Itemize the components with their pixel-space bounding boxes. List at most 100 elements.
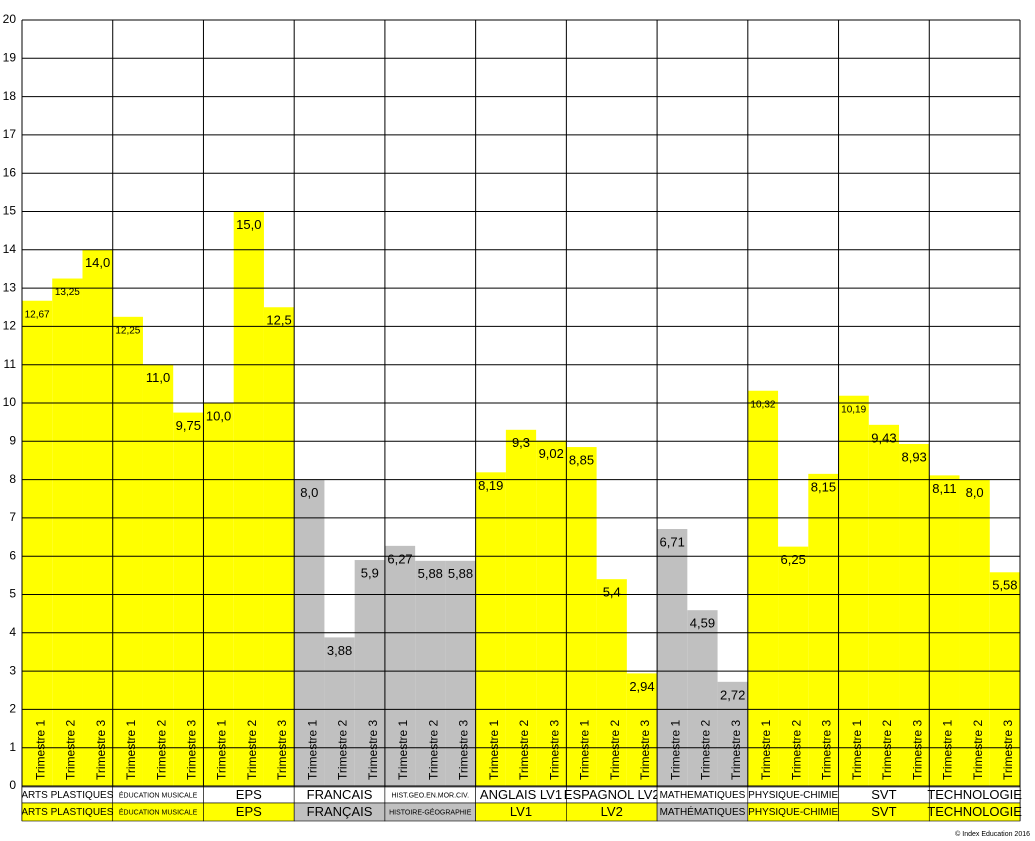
value-label: 3,88	[327, 643, 352, 658]
category-label: Trimestre 1	[305, 719, 319, 780]
y-tick-label: 0	[9, 778, 16, 792]
y-tick-label: 17	[3, 127, 17, 141]
category-label: Trimestre 2	[789, 719, 803, 780]
subject-sublabel: MATHÉMATIQUES	[660, 805, 746, 818]
y-tick-label: 13	[3, 280, 17, 294]
subject-sublabel: LV1	[510, 804, 532, 819]
value-label: 14,0	[85, 255, 110, 270]
category-label: Trimestre 1	[396, 719, 410, 780]
value-label: 2,94	[629, 679, 654, 694]
category-label: Trimestre 3	[275, 719, 289, 780]
category-label: Trimestre 3	[185, 719, 199, 780]
bar	[52, 278, 83, 786]
category-label: Trimestre 2	[426, 719, 440, 780]
value-label: 9,75	[176, 418, 201, 433]
value-label: 12,5	[266, 313, 291, 328]
value-label: 6,27	[387, 551, 412, 566]
category-label: Trimestre 2	[608, 719, 622, 780]
category-label: Trimestre 2	[699, 719, 713, 780]
y-tick-label: 1	[9, 740, 16, 754]
subject-sublabel: HISTOIRE-GÉOGRAPHIE	[389, 807, 472, 816]
value-label: 8,15	[811, 479, 836, 494]
y-tick-label: 16	[3, 165, 17, 179]
category-label: Trimestre 2	[64, 719, 78, 780]
value-label: 8,0	[966, 485, 984, 500]
value-label: 5,58	[992, 578, 1017, 593]
y-tick-label: 18	[3, 89, 17, 103]
subject-label: SVT	[871, 787, 896, 802]
bar	[717, 681, 748, 786]
bar	[263, 307, 295, 786]
category-label: Trimestre 2	[880, 719, 894, 780]
bar	[173, 412, 204, 786]
category-label: Trimestre 1	[578, 719, 592, 780]
subject-label: FRANCAIS	[307, 787, 373, 802]
value-label: 10,0	[206, 408, 231, 423]
bar	[626, 673, 658, 786]
bar	[566, 447, 597, 786]
value-label: 9,02	[539, 446, 564, 461]
bar	[112, 316, 143, 786]
value-label: 8,85	[569, 452, 594, 467]
bar	[868, 424, 900, 786]
subject-label: ARTS PLASTIQUES	[21, 790, 113, 801]
bar	[838, 395, 869, 786]
category-label: Trimestre 2	[517, 719, 531, 780]
bar	[415, 560, 446, 786]
value-label: 5,4	[603, 585, 621, 600]
value-label: 6,71	[660, 534, 685, 549]
bar	[233, 211, 264, 786]
category-label: Trimestre 3	[638, 719, 652, 780]
bar	[778, 546, 809, 786]
bar	[324, 637, 355, 786]
value-label: 2,72	[720, 687, 745, 702]
y-tick-label: 14	[3, 242, 17, 256]
subject-sublabel: PHYSIQUE-CHIMIE	[748, 807, 838, 818]
value-label: 8,19	[478, 478, 503, 493]
value-label: 13,25	[55, 287, 80, 298]
y-tick-label: 3	[9, 663, 16, 677]
category-label: Trimestre 3	[94, 719, 108, 780]
subject-label: EPS	[236, 787, 262, 802]
bar	[596, 579, 627, 786]
bar	[354, 560, 385, 786]
bar	[475, 472, 506, 786]
value-label: 9,3	[512, 435, 530, 450]
subject-sublabel: EPS	[236, 804, 262, 819]
value-label: 8,11	[932, 481, 956, 496]
value-label: 15,0	[236, 217, 261, 232]
y-tick-label: 5	[9, 587, 16, 601]
bar	[899, 443, 930, 786]
y-tick-label: 6	[9, 548, 16, 562]
y-tick-label: 2	[9, 702, 16, 716]
copyright: © Index Education 2016	[955, 830, 1030, 838]
category-label: Trimestre 2	[971, 719, 985, 780]
subject-label: ANGLAIS LV1	[480, 787, 562, 802]
category-label: Trimestre 1	[124, 719, 138, 780]
subject-label: HIST.GEO.EN.MOR.CIV.	[391, 792, 469, 799]
y-tick-label: 8	[9, 472, 16, 486]
category-label: Trimestre 3	[729, 719, 743, 780]
y-tick-label: 12	[3, 319, 17, 333]
subject-sublabel: LV2	[601, 804, 623, 819]
y-tick-label: 20	[3, 12, 17, 26]
subject-sublabel: FRANÇAIS	[307, 804, 373, 819]
category-label: Trimestre 1	[668, 719, 682, 780]
category-label: Trimestre 2	[245, 719, 259, 780]
value-label: 9,43	[871, 430, 896, 445]
category-label: Trimestre 3	[547, 719, 561, 780]
value-label: 5,9	[361, 565, 379, 580]
subject-label: TECHNOLOGIE	[927, 787, 1022, 802]
subject-cell	[928, 802, 1021, 822]
value-label: 8,0	[300, 485, 318, 500]
y-tick-label: 11	[4, 357, 17, 371]
category-label: Trimestre 1	[33, 719, 47, 780]
category-label: Trimestre 3	[457, 719, 471, 780]
category-label: Trimestre 1	[850, 719, 864, 780]
category-label: Trimestre 1	[487, 719, 501, 780]
category-label: Trimestre 3	[910, 719, 924, 780]
bar	[505, 429, 537, 786]
value-label: 4,59	[690, 616, 715, 631]
bar	[536, 440, 567, 786]
category-label: Trimestre 1	[941, 719, 955, 780]
